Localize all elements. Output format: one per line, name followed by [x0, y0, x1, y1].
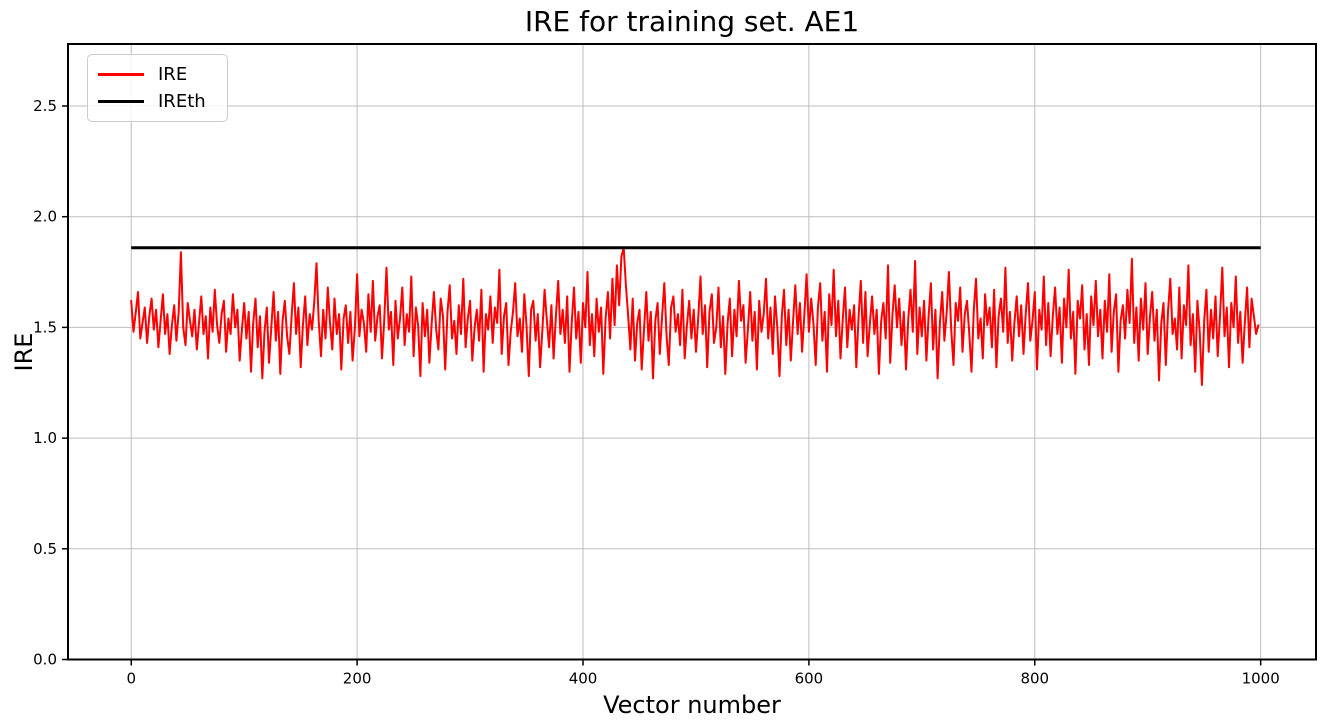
legend-item-ireth: IREth: [98, 90, 217, 112]
x-axis-label: Vector number: [603, 691, 781, 719]
y-tick-label: 1.0: [33, 429, 57, 447]
legend-line-swatch-ireth: [98, 100, 144, 103]
y-tick-label: 2.5: [33, 97, 57, 115]
y-tick-label: 0.0: [33, 651, 57, 669]
axes-spines: [67, 43, 1317, 661]
legend: IRE IREth: [87, 54, 228, 122]
y-tick-label: 2.0: [33, 208, 57, 226]
chart-title: IRE for training set. AE1: [524, 5, 860, 38]
legend-label-ireth: IREth: [158, 90, 206, 112]
legend-line-swatch-ire: [98, 73, 144, 76]
legend-label-ire: IRE: [158, 63, 188, 85]
x-tick-label: 1000: [1242, 670, 1280, 688]
x-tick-label: 400: [569, 670, 598, 688]
y-tick-label: 0.5: [33, 540, 57, 558]
x-tick-label: 200: [343, 670, 372, 688]
x-tick-label: 600: [795, 670, 824, 688]
legend-item-ire: IRE: [98, 63, 217, 85]
series-ire: [130, 246, 1260, 386]
x-tick-label: 800: [1020, 670, 1049, 688]
y-tick-label: 1.5: [33, 318, 57, 336]
x-tick-label: 0: [126, 670, 136, 688]
